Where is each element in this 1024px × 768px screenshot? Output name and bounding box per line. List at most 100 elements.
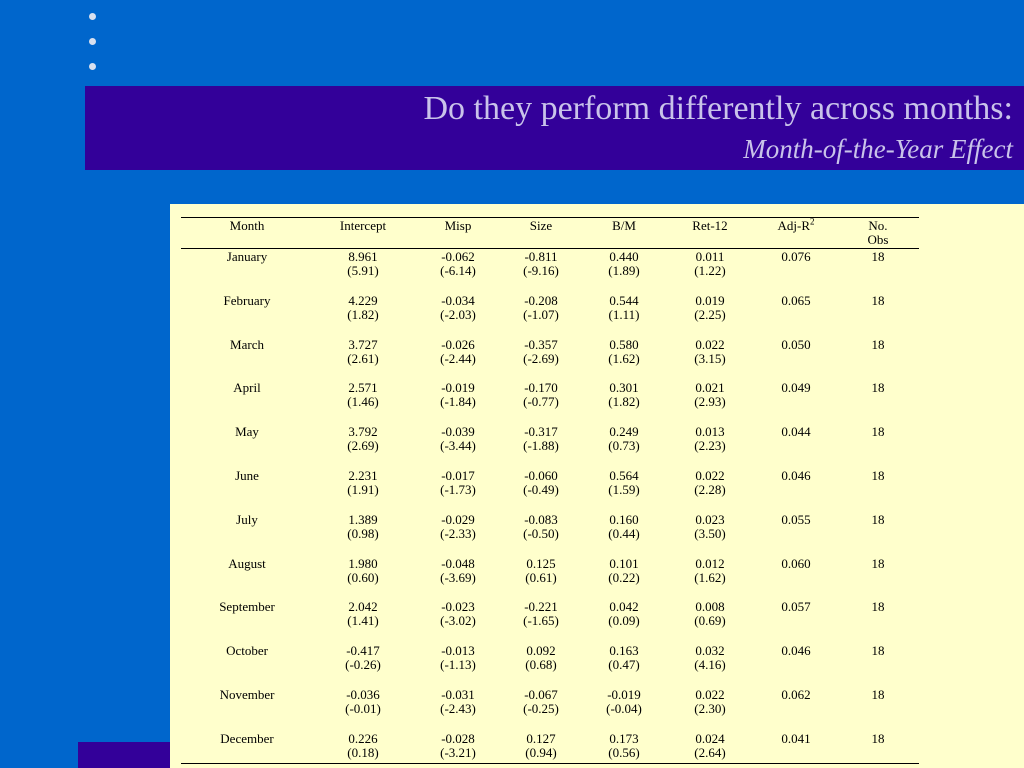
- cell-ret12: 0.019 (2.25): [669, 293, 751, 322]
- cell-size: -0.083 (-0.50): [503, 512, 579, 541]
- cell-ret12: 0.011 (1.22): [669, 250, 751, 278]
- table-row: October -0.417 (-0.26) -0.013 (-1.13) 0.092 (0…: [181, 644, 919, 674]
- header-bm: B/M: [612, 218, 636, 233]
- cell-adjr: 0.041: [751, 731, 841, 746]
- cell-bm-tstat: (0.47): [608, 657, 640, 673]
- cell-misp-tstat: (-1.13): [440, 657, 476, 673]
- cell-bm: 0.440 (1.89): [579, 250, 669, 278]
- cell-ret12-value: 0.011: [695, 249, 725, 264]
- cell-intercept: -0.036 (-0.01): [313, 688, 413, 716]
- cell-ret12-value: 0.024: [695, 730, 725, 746]
- cell-size-tstat: (-0.77): [523, 394, 559, 410]
- cell-ret12-value: 0.013: [695, 424, 725, 440]
- cell-adjr: 0.050: [751, 337, 841, 352]
- header-obs-line1: No.: [868, 218, 888, 233]
- cell-ret12: 0.012 (1.62): [669, 555, 751, 585]
- cell-size: -0.067 (-0.25): [503, 688, 579, 716]
- cell-bm-tstat: (0.09): [608, 613, 640, 629]
- table-row: November -0.036 (-0.01) -0.031 (-2.43) -0.067…: [181, 688, 919, 718]
- cell-size-value: -0.208: [524, 292, 558, 308]
- cell-bm-tstat: (0.56): [608, 744, 640, 760]
- cell-size-value: -0.060: [524, 468, 558, 483]
- cell-size: 0.125 (0.61): [503, 555, 579, 585]
- cell-month-value: November: [219, 687, 275, 702]
- cell-bm: 0.544 (1.11): [579, 293, 669, 322]
- cell-misp-tstat: (-2.44): [440, 350, 476, 366]
- cell-size: 0.127 (0.94): [503, 731, 579, 760]
- cell-month: February: [181, 293, 313, 308]
- cell-intercept: 2.042 (1.41): [313, 600, 413, 628]
- cell-ret12-tstat: (2.28): [694, 482, 726, 497]
- cell-obs-value: 18: [871, 336, 885, 352]
- cell-misp-value: -0.031: [441, 687, 475, 702]
- table-row: June 2.231 (1.91) -0.017 (-1.73) -0.060 (-0.49…: [181, 469, 919, 499]
- cell-obs: 18: [841, 250, 915, 264]
- cell-intercept: 0.226 (0.18): [313, 731, 413, 760]
- cell-ret12-value: 0.008: [695, 599, 725, 615]
- cell-bm: 0.301 (1.82): [579, 381, 669, 409]
- cell-adjr: 0.076: [751, 250, 841, 264]
- cell-month: May: [181, 425, 313, 439]
- cell-bm-value: 0.440: [609, 249, 639, 264]
- cell-intercept: 1.389 (0.98): [313, 512, 413, 541]
- cell-adjr-value: 0.055: [781, 511, 811, 527]
- cell-intercept: 2.231 (1.91): [313, 469, 413, 497]
- slide-subtitle: Month-of-the-Year Effect: [743, 134, 1013, 164]
- table-row: September 2.042 (1.41) -0.023 (-3.02) -0.221(…: [181, 600, 919, 630]
- table-header: Month Intercept Misp Size B/M Ret-12 Adj…: [181, 217, 919, 249]
- cell-misp-value: -0.062: [441, 249, 475, 264]
- cell-misp: -0.023 (-3.02): [413, 600, 503, 628]
- regression-table: Month Intercept Misp Size B/M Ret-12 Adj…: [170, 204, 1024, 768]
- table-top-rule: [181, 217, 919, 218]
- header-adjr: Adj-R2: [751, 217, 841, 233]
- cell-intercept-value: 2.042: [348, 599, 378, 615]
- cell-size: -0.357 (-2.69): [503, 336, 579, 366]
- cell-misp: -0.019 (-1.84): [413, 381, 503, 409]
- cell-obs: 18: [841, 381, 915, 395]
- cell-adjr-value: 0.065: [781, 292, 811, 308]
- cell-size-value: -0.357: [524, 336, 558, 352]
- cell-size-value: -0.067: [524, 687, 558, 702]
- cell-size-value: 0.092: [526, 643, 556, 659]
- cell-adjr-value: 0.062: [781, 687, 811, 702]
- cell-intercept-value: 3.727: [348, 336, 378, 352]
- cell-obs: 18: [841, 688, 915, 702]
- cell-ret12-tstat: (2.64): [694, 744, 726, 760]
- cell-misp-value: -0.028: [441, 730, 475, 746]
- cell-bm-value: 0.301: [609, 380, 639, 396]
- cell-month: August: [181, 556, 313, 571]
- cell-misp-tstat: (-2.33): [440, 525, 476, 541]
- cell-adjr-value: 0.049: [781, 380, 811, 396]
- cell-ret12: 0.013 (2.23): [669, 425, 751, 453]
- cell-intercept-tstat: (-0.26): [345, 657, 381, 673]
- cell-intercept-value: 3.792: [348, 424, 378, 440]
- header-month: Month: [229, 218, 265, 233]
- cell-size-tstat: (-9.16): [523, 263, 559, 278]
- table-row: May 3.792 (2.69) -0.039 (-3.44) -0.317 (-1.88)…: [181, 425, 919, 455]
- cell-misp: -0.031 (-2.43): [413, 688, 503, 716]
- cell-adjr: 0.044: [751, 425, 841, 439]
- cell-misp-tstat: (-2.43): [440, 701, 476, 716]
- cell-misp-tstat: (-3.69): [440, 569, 476, 585]
- cell-misp: -0.026 (-2.44): [413, 337, 503, 366]
- cell-obs-value: 18: [871, 468, 885, 483]
- cell-month: March: [181, 337, 313, 352]
- cell-ret12-tstat: (3.15): [694, 350, 726, 366]
- cell-misp-value: -0.017: [441, 468, 475, 483]
- cell-month-value: July: [236, 511, 258, 527]
- cell-month: April: [181, 381, 313, 395]
- cell-ret12: 0.032 (4.16): [669, 644, 751, 672]
- cell-misp-value: -0.029: [441, 511, 475, 527]
- cell-obs: 18: [841, 600, 915, 614]
- cell-month-value: January: [226, 249, 268, 264]
- cell-obs-value: 18: [871, 643, 885, 659]
- cell-bm-value: 0.101: [609, 555, 639, 571]
- cell-intercept-tstat: (0.60): [347, 569, 379, 585]
- cell-ret12: 0.022 (3.15): [669, 337, 751, 366]
- table-row: January 8.961 (5.91) -0.062 (-6.14) -0.811 (-9…: [181, 250, 919, 280]
- cell-obs-value: 18: [871, 380, 885, 396]
- cell-ret12-value: 0.012: [695, 555, 725, 571]
- cell-size-tstat: (-1.07): [523, 306, 559, 322]
- cell-adjr: 0.062: [751, 688, 841, 702]
- cell-size-value: 0.125: [526, 555, 556, 571]
